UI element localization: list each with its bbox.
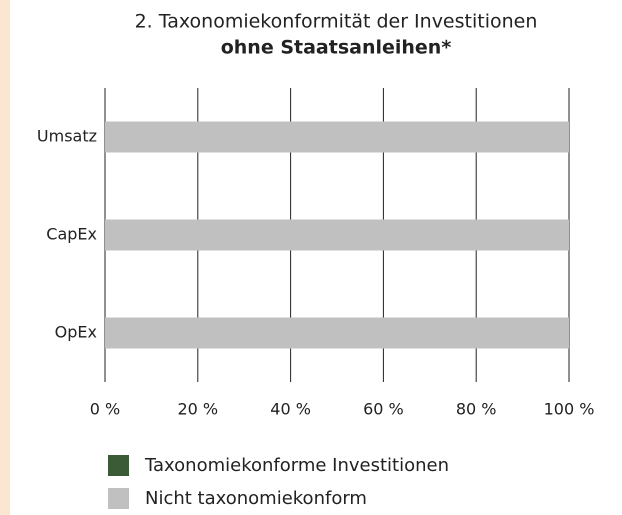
bar-segment bbox=[105, 121, 569, 153]
y-tick-label: OpEx bbox=[55, 323, 97, 342]
x-tick-label: 0 % bbox=[90, 400, 120, 419]
x-tick-label: 60 % bbox=[363, 400, 404, 419]
chart-subtitle: ohne Staatsanleihen* bbox=[221, 37, 452, 59]
legend-swatch bbox=[108, 488, 129, 509]
legend-label: Taxonomiekonforme Investitionen bbox=[144, 455, 449, 476]
x-tick-label: 40 % bbox=[270, 400, 311, 419]
bar-segment bbox=[105, 219, 569, 251]
y-tick-label: Umsatz bbox=[37, 127, 97, 146]
x-tick-label: 100 % bbox=[544, 400, 595, 419]
legend-swatch bbox=[108, 455, 129, 476]
chart-title: 2. Taxonomiekonformität der Investitione… bbox=[135, 11, 538, 33]
y-tick-label: CapEx bbox=[46, 225, 97, 244]
x-tick-label: 80 % bbox=[456, 400, 497, 419]
legend-label: Nicht taxonomiekonform bbox=[145, 488, 367, 509]
x-tick-label: 20 % bbox=[177, 400, 218, 419]
side-strip bbox=[0, 0, 10, 515]
bar-segment bbox=[105, 317, 569, 349]
